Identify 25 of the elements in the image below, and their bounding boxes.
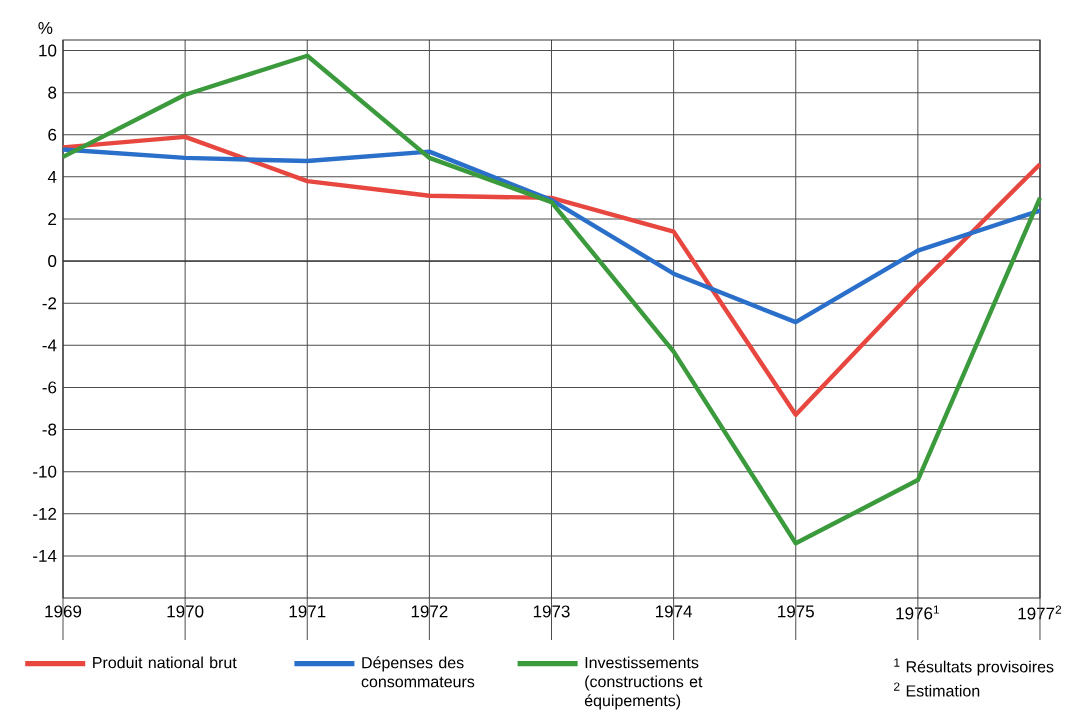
legend-label: Produit national brut xyxy=(93,656,237,669)
x-tick-label: 1977$^{2}$ xyxy=(1018,605,1062,620)
legend-label: Investissements (constructions et équipements) xyxy=(584,656,703,710)
y-tick-label: -10 xyxy=(33,465,57,478)
y-tick-label: -4 xyxy=(42,339,57,352)
legend-label: Dépenses des consommateurs xyxy=(361,656,475,688)
y-tick-label: 4 xyxy=(47,171,57,183)
text: $^{2}$ Estimation xyxy=(894,682,980,697)
y-tick-label: -2 xyxy=(42,297,57,310)
y-tick-label: 8 xyxy=(48,86,57,99)
x-tick-label: 1975 xyxy=(778,605,814,618)
y-tick-label: -8 xyxy=(42,423,57,436)
x-tick-label: 1969 xyxy=(45,605,82,618)
x-tick-label: 1976$^{1}$ xyxy=(896,605,939,620)
y-tick-label: -14 xyxy=(33,550,57,562)
y-tick-label: 6 xyxy=(48,128,57,141)
x-tick-label: 1971 xyxy=(289,605,326,618)
y-tick-label: 2 xyxy=(48,213,57,225)
text: $^{1}$ Résultats provisoires xyxy=(894,658,1054,676)
x-tick-label: 1970 xyxy=(167,605,204,618)
y-tick-label: 0 xyxy=(48,255,57,268)
y-axis-title: % xyxy=(38,22,53,34)
y-tick-label: 10 xyxy=(39,44,57,57)
y-tick-label: -6 xyxy=(42,381,57,394)
y-tick-label: -12 xyxy=(33,507,57,520)
